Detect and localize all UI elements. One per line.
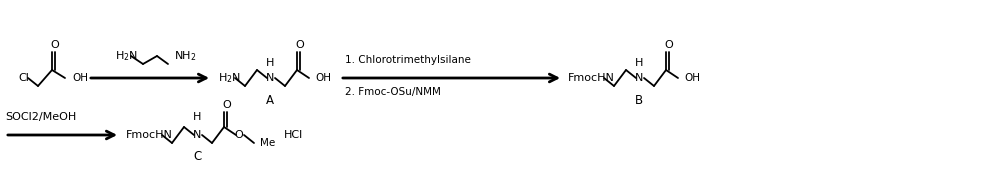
Text: H: H xyxy=(635,58,643,68)
Text: A: A xyxy=(266,93,274,107)
Text: O: O xyxy=(235,130,243,140)
Text: 2. Fmoc-OSu/NMM: 2. Fmoc-OSu/NMM xyxy=(345,87,441,97)
Text: Me: Me xyxy=(260,138,275,148)
Text: NH$_2$: NH$_2$ xyxy=(174,49,197,63)
Text: HCl: HCl xyxy=(284,130,303,140)
Text: C: C xyxy=(193,151,201,163)
Text: FmocHN: FmocHN xyxy=(568,73,615,83)
Text: N: N xyxy=(635,73,643,83)
Text: H$_2$N: H$_2$N xyxy=(115,49,138,63)
Text: H: H xyxy=(266,58,274,68)
Text: OH: OH xyxy=(72,73,88,83)
Text: O: O xyxy=(296,40,304,50)
Text: SOCl2/MeOH: SOCl2/MeOH xyxy=(5,112,76,122)
Text: 1. Chlorotrimethylsilane: 1. Chlorotrimethylsilane xyxy=(345,55,471,65)
Text: N: N xyxy=(193,130,201,140)
Text: H: H xyxy=(193,112,201,122)
Text: Cl: Cl xyxy=(18,73,29,83)
Text: H$_2$N: H$_2$N xyxy=(218,71,241,85)
Text: N: N xyxy=(266,73,274,83)
Text: FmocHN: FmocHN xyxy=(126,130,173,140)
Text: OH: OH xyxy=(315,73,331,83)
Text: B: B xyxy=(635,93,643,107)
Text: OH: OH xyxy=(684,73,700,83)
Text: O: O xyxy=(665,40,673,50)
Text: O: O xyxy=(223,100,231,110)
Text: O: O xyxy=(51,40,59,50)
